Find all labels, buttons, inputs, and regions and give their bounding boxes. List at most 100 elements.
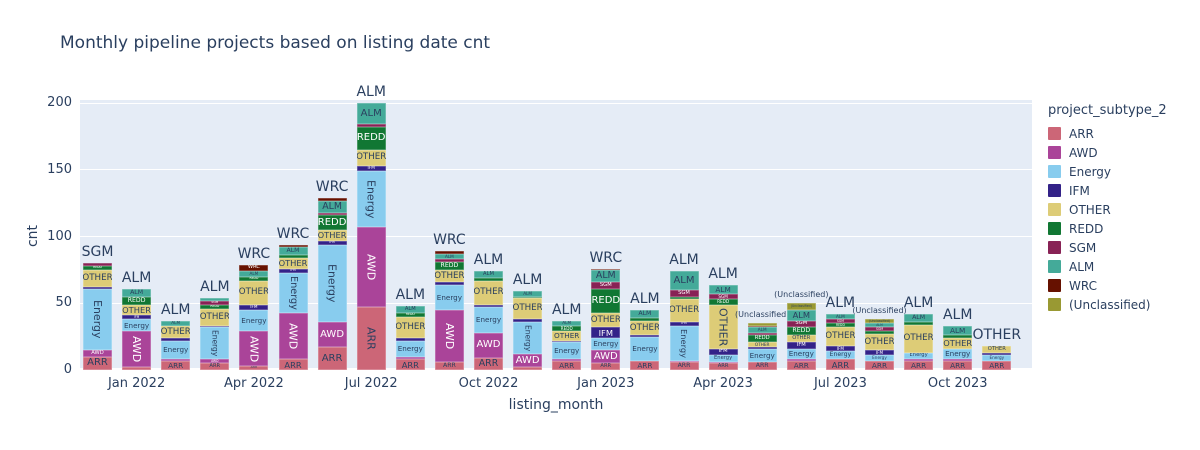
bar-segment-other[interactable]: OTHER (552, 331, 582, 341)
bar-segment-ifm[interactable] (83, 287, 112, 289)
bar-segment-other[interactable]: OTHER (474, 280, 503, 305)
bar-segment-redd[interactable] (474, 277, 503, 281)
bar-segment-unclassified[interactable]: (Unclassified) (865, 319, 894, 324)
bar-segment-redd[interactable]: REDD (552, 325, 582, 332)
bar-segment-arr[interactable]: ARR (161, 360, 191, 370)
bar-segment-awd[interactable] (395, 356, 425, 360)
bar-segment-awd[interactable]: AWD (434, 309, 464, 362)
bar-segment-sgm[interactable]: SGM (669, 289, 699, 297)
bar-segment-other[interactable]: OTHER (122, 304, 152, 316)
plot-area[interactable]: ARR AWD Energy OTHER REDD SGM AWD Energy IFM OTHE… (80, 85, 1032, 370)
bar-segment-sgm[interactable] (747, 332, 777, 336)
bar-segment-sgm[interactable] (356, 124, 386, 128)
bar-segment-awd[interactable] (669, 360, 699, 362)
bar-segment-energy[interactable]: Energy (943, 348, 973, 360)
bar-segment-awd[interactable]: AWD (200, 359, 230, 364)
bar-segment-unclassified[interactable]: (Unclassified) (786, 303, 816, 310)
legend-item-arr[interactable]: ARR (1048, 124, 1167, 143)
bar-segment-arr[interactable]: ARR (708, 363, 738, 370)
bar-nov-2023[interactable]: ARR Energy OTHER (982, 346, 1012, 370)
bar-segment-wrc[interactable] (278, 244, 308, 248)
bar-segment-awd[interactable]: AWD (474, 332, 503, 358)
bar-dec-2022[interactable]: ARR Energy OTHER REDD ALM (552, 320, 582, 370)
bar-jan-2023[interactable]: ARR AWD Energy IFM OTHER REDD SGM ALM (591, 268, 621, 370)
bar-segment-alm[interactable]: ALM (904, 313, 934, 322)
bar-segment-arr[interactable]: ARR (630, 360, 660, 370)
legend-item-wrc[interactable]: WRC (1048, 276, 1167, 295)
bar-segment-alm[interactable]: ALM (630, 309, 660, 318)
bar-segment-alm[interactable]: ALM (747, 327, 777, 333)
bar-segment-arr[interactable]: ARR (317, 347, 347, 370)
bar-segment-ifm[interactable] (630, 335, 660, 337)
bar-segment-ifm[interactable] (200, 325, 230, 328)
bar-segment-alm[interactable]: ALM (708, 284, 738, 294)
bar-aug-2023[interactable]: ARR Energy IFM OTHER SGM ALM (Unclassified) (865, 319, 894, 370)
bar-segment-arr[interactable]: ARR (356, 307, 386, 370)
bar-segment-wrc[interactable] (591, 268, 621, 270)
bar-segment-arr[interactable]: ARR (200, 363, 230, 370)
bar-segment-alm[interactable]: ALM (669, 271, 699, 290)
bar-apr-2022[interactable]: ARR AWD Energy IFM OTHER REDD ALM WRC (239, 264, 269, 370)
bar-segment-redd[interactable]: REDD (200, 304, 230, 309)
bar-segment-awd[interactable] (161, 359, 191, 361)
bar-segment-redd[interactable]: REDD (825, 323, 855, 328)
bar-segment-energy[interactable]: Energy (122, 319, 152, 332)
bar-jan-2022[interactable]: AWD Energy IFM OTHER REDD ALM (122, 288, 152, 370)
bar-sep-2023[interactable]: ARR Energy OTHER ALM (904, 313, 934, 370)
legend-item-redd[interactable]: REDD (1048, 219, 1167, 238)
bar-segment-other[interactable]: OTHER (317, 229, 347, 241)
bar-segment-wrc[interactable] (747, 326, 777, 328)
bar-segment-energy[interactable]: Energy (786, 348, 816, 360)
bar-segment-energy[interactable]: Energy (708, 355, 738, 362)
bar-segment-alm[interactable]: ALM (825, 313, 855, 320)
bar-segment-redd[interactable] (630, 317, 660, 321)
bar-segment-redd[interactable] (943, 335, 973, 338)
bar-segment-ifm[interactable]: IFM (239, 304, 269, 310)
legend-item-ifm[interactable]: IFM (1048, 181, 1167, 200)
bar-segment-other[interactable]: OTHER (356, 149, 386, 166)
bar-segment-arr[interactable]: ARR (747, 362, 777, 370)
bar-segment-arr[interactable] (122, 367, 152, 370)
bar-segment-awd[interactable]: AWD (278, 312, 308, 360)
bar-segment-ifm[interactable] (552, 340, 582, 342)
bar-oct-2022[interactable]: ARR AWD Energy OTHER ALM (474, 271, 503, 370)
bar-segment-arr[interactable]: ARR (904, 360, 934, 370)
bar-segment-redd[interactable]: REDD (747, 335, 777, 342)
bar-segment-sgm[interactable] (317, 212, 347, 216)
bar-segment-ifm[interactable] (434, 281, 464, 285)
bar-segment-ifm[interactable] (161, 337, 191, 341)
bar-dec-2021[interactable]: ARR AWD Energy OTHER REDD (83, 263, 112, 370)
bar-segment-ifm[interactable]: IFM (356, 165, 386, 172)
bar-segment-sgm[interactable]: SGM (708, 293, 738, 300)
bar-segment-alm[interactable]: ALM (474, 271, 503, 278)
bar-segment-other[interactable]: OTHER (865, 333, 894, 350)
bar-mar-2022[interactable]: ARR AWD Energy OTHER REDD SGM (200, 297, 230, 370)
bar-segment-other[interactable]: OTHER (161, 325, 191, 338)
bar-segment-redd[interactable]: REDD (708, 299, 738, 305)
bar-segment-sgm[interactable]: SGM (786, 320, 816, 328)
bar-segment-alm[interactable]: ALM (122, 288, 152, 297)
bar-segment-ifm[interactable]: IFM (708, 348, 738, 356)
bar-segment-alm[interactable]: ALM (317, 200, 347, 213)
bar-segment-other[interactable]: OTHER (630, 320, 660, 336)
bar-segment-awd[interactable]: AWD (356, 227, 386, 308)
bar-segment-arr[interactable] (513, 367, 543, 370)
bar-segment-arr[interactable]: ARR (474, 358, 503, 370)
legend-item-sgm[interactable]: SGM (1048, 238, 1167, 257)
bar-segment-awd[interactable]: AWD (591, 349, 621, 364)
bar-segment-awd[interactable] (904, 359, 934, 361)
bar-segment-arr[interactable]: ARR (865, 360, 894, 370)
bar-aug-2022[interactable]: ARR Energy OTHER REDD ALM (395, 305, 425, 370)
bar-segment-redd[interactable] (669, 296, 699, 300)
bar-segment-other[interactable]: OTHER (200, 308, 230, 326)
bar-segment-unclassified[interactable] (747, 323, 777, 327)
legend-item-energy[interactable]: Energy (1048, 162, 1167, 181)
bar-segment-arr[interactable]: ARR (825, 359, 855, 370)
bar-segment-ifm[interactable] (747, 347, 777, 349)
bar-segment-awd[interactable] (552, 359, 582, 361)
bar-segment-energy[interactable]: Energy (200, 327, 230, 360)
bar-segment-redd[interactable]: REDD (239, 276, 269, 281)
legend-item-alm[interactable]: ALM (1048, 257, 1167, 276)
bar-segment-redd[interactable] (513, 296, 543, 298)
bar-segment-alm[interactable]: ALM (239, 271, 269, 277)
